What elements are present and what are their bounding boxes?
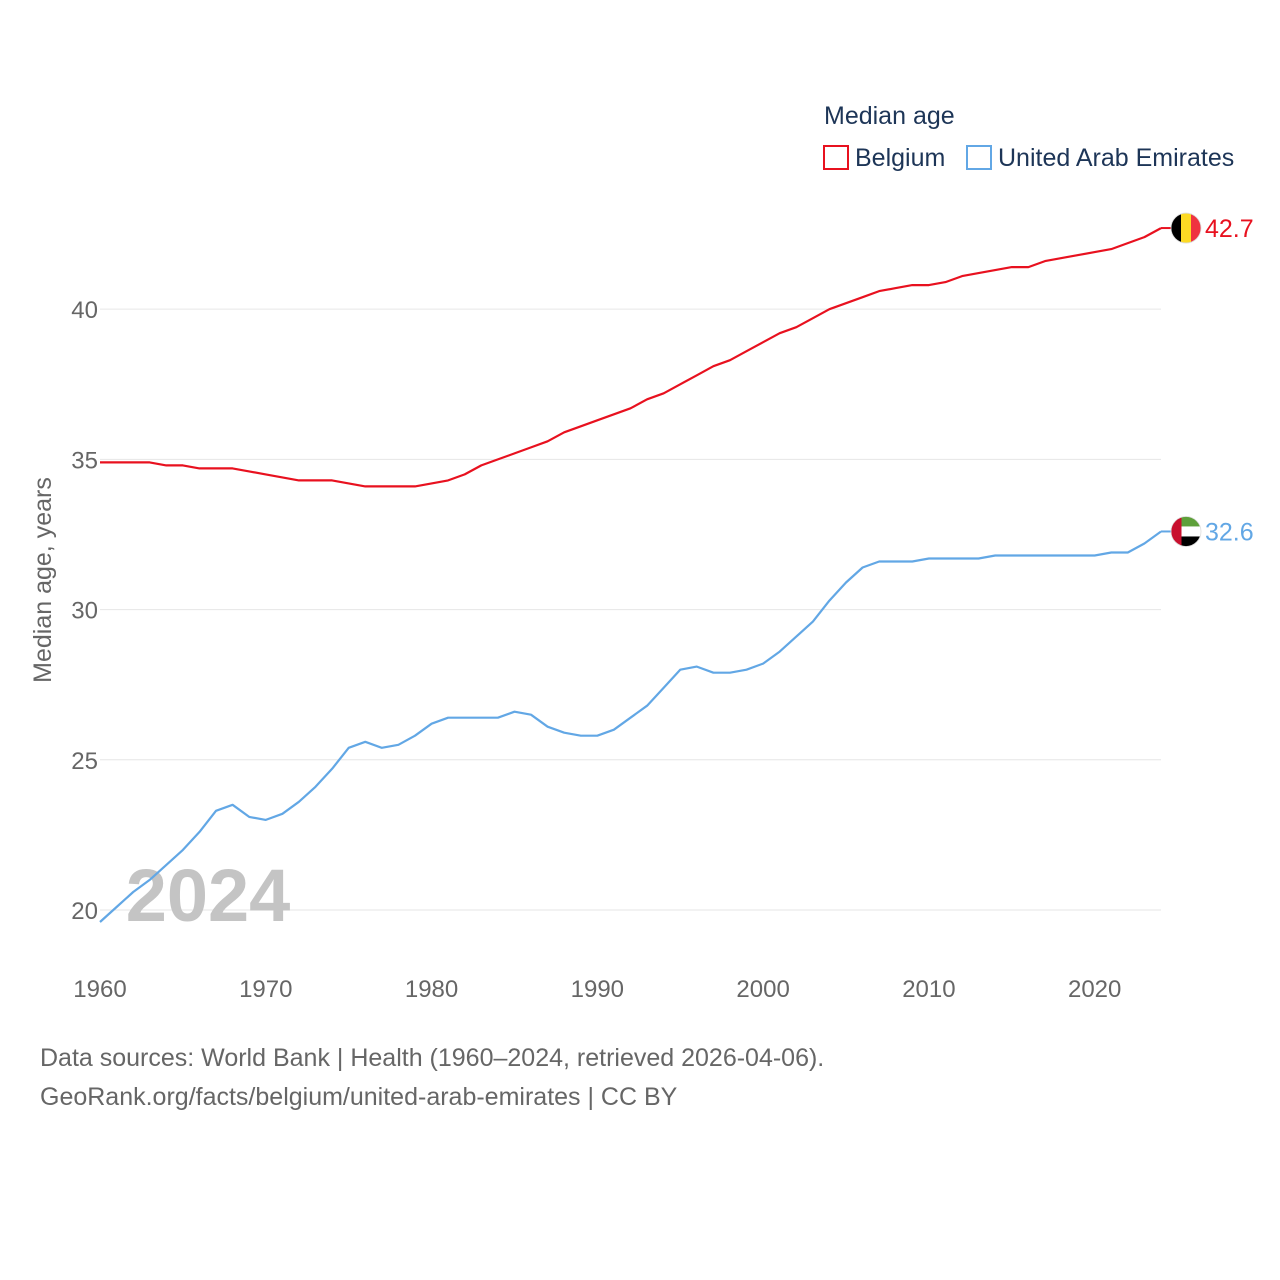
series-line-united-arab-emirates [99, 530, 1162, 923]
legend-label-belgium: Belgium [855, 144, 945, 172]
x-tick-label-1980: 1980 [405, 976, 458, 1003]
flag-icon-united-arab-emirates [1171, 516, 1201, 547]
legend-title: Median age [824, 102, 955, 130]
y-tick-label-40: 40 [71, 297, 98, 324]
y-tick-label-20: 20 [71, 898, 98, 925]
legend-item-united-arab-emirates[interactable]: United Arab Emirates [966, 144, 1234, 172]
x-tick-label-2010: 2010 [902, 976, 955, 1003]
x-tick-label-1970: 1970 [239, 976, 292, 1003]
legend-item-belgium[interactable]: Belgium [823, 144, 945, 172]
y-axis: 20 25 30 35 40 [71, 297, 98, 925]
legend-swatch-united-arab-emirates [966, 145, 992, 170]
end-markers: 42.7 32.6 [1161, 212, 1254, 547]
x-axis: 1960 1970 1980 1990 2000 2010 2020 [73, 976, 1121, 1003]
source-link[interactable]: GeoRank.org/facts/belgium/united-arab-em… [40, 1083, 678, 1111]
end-value-label-united-arab-emirates: 32.6 [1205, 518, 1254, 546]
x-tick-label-1990: 1990 [571, 976, 624, 1003]
grid [100, 308, 1161, 911]
y-tick-label-35: 35 [71, 447, 98, 474]
x-tick-label-2000: 2000 [736, 976, 789, 1003]
series-line-belgium [100, 227, 1162, 488]
y-axis-label: Median age, years [29, 477, 57, 683]
legend: Median age Belgium United Arab Emirates [823, 102, 1234, 172]
x-tick-label-1960: 1960 [73, 976, 126, 1003]
y-tick-label-30: 30 [71, 598, 98, 625]
flag-icon-belgium [1171, 213, 1201, 244]
y-tick-label-25: 25 [71, 748, 98, 775]
series-lines [99, 227, 1162, 923]
x-tick-label-2020: 2020 [1068, 976, 1121, 1003]
legend-label-united-arab-emirates: United Arab Emirates [998, 144, 1234, 172]
legend-swatch-belgium [823, 145, 849, 170]
end-value-label-belgium: 42.7 [1205, 215, 1254, 243]
year-watermark: 2024 [126, 854, 291, 937]
data-sources-note: Data sources: World Bank | Health (1960–… [40, 1044, 825, 1072]
